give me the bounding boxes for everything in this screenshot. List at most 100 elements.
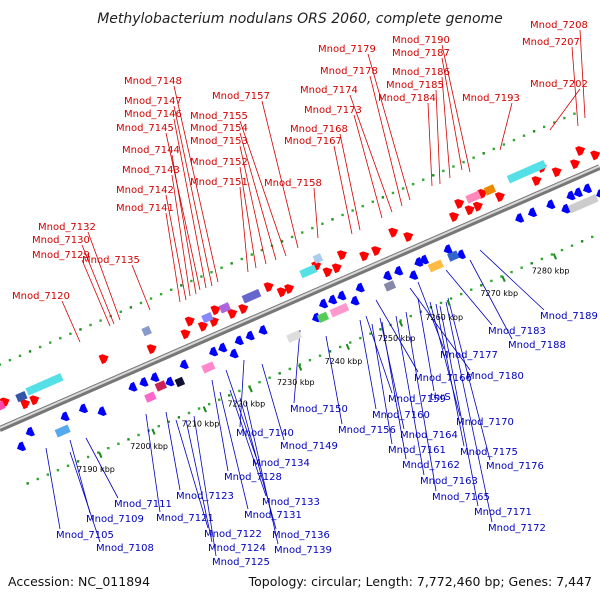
bottom-label-leader [371,323,393,445]
tick-dot-upper [532,130,536,133]
tick-dot-lower [580,240,584,243]
forward-gene-arrow [472,201,483,212]
scale-tick-mark [552,253,558,260]
bottom-gene-label: Mnod_7164 [400,430,458,441]
gene-box-upper [0,400,6,412]
reverse-gene-arrow [328,294,338,305]
top-label-leader [239,166,257,269]
tick-dot-lower [157,424,160,428]
bottom-label-leader [239,359,245,428]
tick-dot-upper [512,138,516,142]
bottom-gene-label: Mnod_7140 [236,428,294,439]
top-label-leader [87,231,121,321]
reverse-gene-arrow [258,325,268,335]
bottom-label-leader [85,437,119,499]
reverse-gene-arrow [150,372,160,382]
forward-gene-arrow [551,167,562,178]
summary-text: Topology: circular; Length: 7,772,460 bp… [248,574,592,589]
forward-gene-arrow [227,308,238,319]
bottom-label-leader [435,303,465,447]
bottom-gene-label: Mnod_7136 [272,530,330,541]
gene-box-upper [141,325,152,337]
forward-gene-arrow [454,198,465,209]
tick-dot-upper [99,319,102,322]
tick-dot-upper [260,248,264,252]
top-gene-label: Mnod_7187 [392,48,450,59]
forward-gene-arrow [575,146,586,157]
gene-box-upper [15,390,28,403]
reverse-gene-arrow [546,199,556,210]
bottom-label-leader [445,301,493,523]
reverse-gene-arrow [561,203,571,214]
top-gene-label: Mnod_7146 [124,109,182,120]
tick-dot-upper [502,143,506,146]
tick-dot-upper [8,359,12,362]
top-label-leader [165,212,181,303]
top-label-leader [239,186,249,273]
bottom-gene-label: Mnod_7108 [96,543,154,554]
reverse-gene-arrow [78,403,89,414]
scale-tick-mark [202,406,207,413]
tick-dot-lower [187,411,191,415]
forward-gene-arrow [359,251,370,262]
tick-dot-upper [129,306,133,309]
tick-dot-upper [280,240,284,243]
scale-tick-label: 7250 kbp [378,334,416,343]
tick-dot-lower [379,328,382,331]
bottom-gene-label: Mnod_7121 [156,513,214,524]
tick-dot-lower [76,460,80,463]
tick-dot-upper [411,182,415,186]
gene-box-upper [218,302,232,314]
tick-dot-lower [369,332,372,335]
top-gene-label: Mnod_7202 [530,79,588,90]
tick-dot-lower [560,248,564,252]
bottom-gene-label: Mnod_7165 [432,492,490,503]
tick-dot-upper [139,301,143,305]
tick-dot-upper [290,235,294,239]
scale-tick-mark [151,428,156,435]
bottom-gene-label: Mnod_7134 [252,458,310,469]
reverse-gene-arrow [414,257,424,267]
top-gene-label: Mnod_7184 [378,93,436,104]
top-gene-label: Mnod_7142 [116,185,174,196]
bottom-label-leader [165,411,181,491]
top-gene-label: Mnod_7179 [318,44,376,55]
bottom-gene-label: Mnod_7125 [212,557,270,568]
reverse-gene-arrow [566,190,576,201]
top-gene-label: Mnod_7143 [122,165,180,176]
top-gene-label: Mnod_7129 [32,250,90,261]
forward-gene-arrow [146,344,157,355]
scale-tick-mark [345,343,350,351]
tick-dot-lower [218,398,221,401]
top-label-leader [173,105,213,287]
bottom-label-leader [69,451,101,543]
tick-dot-lower [197,407,201,410]
tick-dot-lower [86,455,90,459]
top-label-leader [239,120,287,257]
tick-dot-upper [250,253,254,256]
bottom-gene-label: Mnod_7133 [262,497,320,508]
top-gene-label: Mnod_7144 [122,145,180,156]
bottom-label-leader [325,335,343,425]
top-gene-label: Mnod_7141 [116,203,174,214]
gene-box-lower [144,391,157,403]
bottom-gene-label: Mnod_7166 [414,373,472,384]
scale-tick-label: 7240 kbp [325,357,363,366]
tick-dot-lower [439,301,443,305]
top-gene-label: Mnod_7186 [392,67,450,78]
tick-dot-lower [449,297,453,300]
scale-tick-label: 7260 kbp [425,313,463,322]
tick-dot-lower [359,336,362,340]
tick-dot-lower [419,310,423,313]
tick-dot-upper [391,191,395,195]
bottom-gene-label: Mnod_7189 [540,311,598,322]
forward-gene-arrow [20,399,31,410]
tick-dot-upper [38,345,42,349]
gene-box-upper [465,190,482,204]
bottom-gene-label: thrS [430,392,451,403]
bottom-label-leader [375,299,419,373]
tick-dot-lower [228,394,231,397]
top-label-leader [261,100,299,249]
tick-dot-upper [89,323,92,327]
